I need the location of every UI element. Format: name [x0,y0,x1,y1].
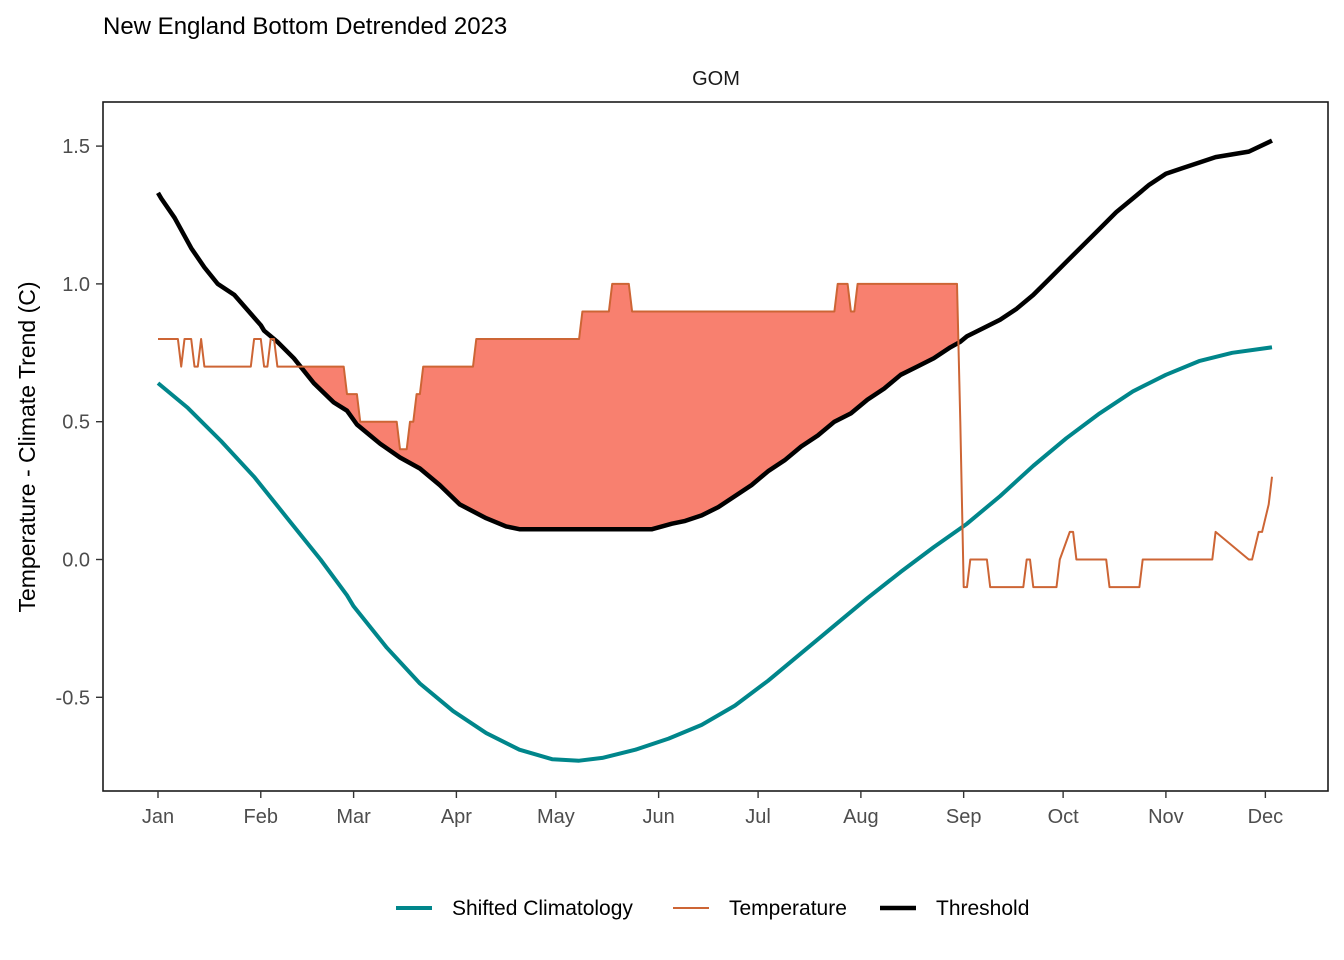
legend-label: Shifted Climatology [452,897,633,920]
x-tick-label: Apr [441,806,472,828]
x-tick-label: Jun [643,806,675,828]
series-layer [156,138,1273,763]
legend-label: Temperature [729,897,847,920]
x-tick-label: Jul [745,806,771,828]
series-line-temperature [158,282,1273,589]
x-tick-label: Nov [1148,806,1184,828]
legend-label: Threshold [936,897,1029,920]
y-tick-label: -0.5 [56,687,90,709]
chart-title: New England Bottom Detrended 2023 [103,13,507,40]
exceedance-fill [301,283,958,530]
exceedance-fill-layer [301,283,958,530]
facet-label: GOM [692,68,740,90]
plot-panel-border [102,101,1329,792]
x-tick-label: Oct [1048,806,1080,828]
legend: Shifted Climatology Temperature Threshold [396,897,1029,920]
y-tick-label: 0.5 [62,412,90,434]
x-tick-label: Mar [336,806,371,828]
x-tick-label: Aug [843,806,879,828]
x-axis: Jan Feb Mar Apr May Jun Jul Aug Sep Oct Nov Dec [142,791,1283,828]
x-tick-label: Dec [1248,806,1284,828]
y-tick-label: 1.5 [62,136,90,158]
x-tick-label: May [537,806,575,828]
series-line-threshold [156,138,1273,532]
y-tick-label: 0.0 [62,549,90,571]
y-axis-title: Temperature - Climate Trend (C) [14,281,40,612]
y-tick-label: 1.0 [62,274,90,296]
plot-area [156,138,1273,763]
x-tick-label: Jan [142,806,174,828]
y-axis: 1.5 1.0 0.5 0.0 -0.5 [56,136,103,709]
series-line-shifted-climatology [156,345,1273,763]
x-tick-label: Feb [244,806,278,828]
x-tick-label: Sep [946,806,982,828]
